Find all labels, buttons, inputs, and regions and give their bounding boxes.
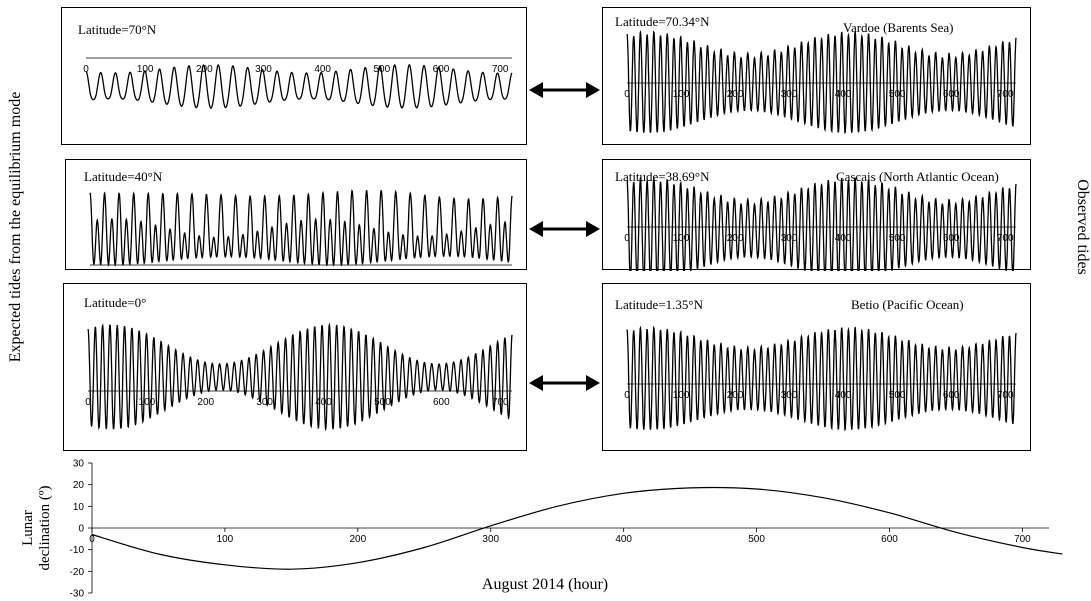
tide-series-line: [626, 176, 1017, 271]
x-tick-label: 600: [881, 534, 898, 545]
x-tick-label: 600: [433, 64, 450, 75]
x-tick-label: 0: [624, 89, 630, 100]
double-arrow-icon: [529, 375, 600, 391]
x-tick-label: 400: [314, 64, 331, 75]
x-tick-label: 300: [482, 534, 499, 545]
x-tick-label: 200: [727, 233, 744, 244]
x-tick-label: 200: [727, 89, 744, 100]
tide-plot-expected-0: 0 100 200 300 400 500 600 700: [85, 322, 513, 432]
panel-latitude-label: Latitude=70°N: [78, 22, 157, 37]
x-tick-label: 400: [315, 397, 332, 408]
x-tick-label: 0: [624, 233, 630, 244]
tide-series-line: [626, 29, 1017, 135]
panel-latitude-label: Latitude=1.35°N: [615, 297, 703, 312]
tide-series-line: [89, 189, 513, 267]
y-tick-label: -30: [70, 589, 85, 600]
double-arrow-icon: [529, 221, 600, 237]
panel-station-label: Betio (Pacific Ocean): [851, 297, 964, 312]
panel-latitude-label: Latitude=38.69°N: [615, 169, 710, 184]
tide-plot-observed-1n: 0 100 200 300 400 500 600 700: [624, 325, 1017, 432]
panel-latitude-label: Latitude=0°: [84, 295, 147, 310]
panel-latitude-label: Latitude=70.34°N: [615, 14, 710, 29]
right-axis-label: Observed tides: [1074, 179, 1091, 275]
x-tick-label: 200: [197, 397, 214, 408]
panel-station-label: Cascais (North Atlantic Ocean): [836, 169, 999, 184]
panel-observed-1n: 0 100 200 300 400 500 600 700 Latitude=1.35°N B…: [602, 283, 1031, 451]
panel-latitude-label: Latitude=40°N: [84, 169, 163, 184]
x-tick-label: 300: [781, 89, 798, 100]
x-tick-label: 0: [624, 390, 630, 401]
x-tick-label: 100: [673, 390, 690, 401]
x-tick-label: 200: [349, 534, 366, 545]
x-tick-label: 0: [85, 397, 91, 408]
x-tick-label: 200: [727, 390, 744, 401]
x-tick-label: 700: [1014, 534, 1031, 545]
double-arrow-icon: [529, 82, 600, 98]
x-axis-title: August 2014 (hour): [482, 576, 608, 593]
panel-expected-0: 0 100 200 300 400 500 600 700 Latitude=0°: [63, 283, 527, 451]
x-tick-label: 300: [255, 64, 272, 75]
panel-expected-70n: 0 100 200 300 400 500 600 700 Latitude=70°N: [61, 7, 527, 145]
x-tick-label: 0: [83, 64, 89, 75]
x-tick-label: 500: [374, 397, 391, 408]
panel-station-label: Vardoe (Barents Sea): [843, 20, 954, 35]
x-tick-label: 100: [673, 233, 690, 244]
y-tick-label: 30: [73, 459, 85, 470]
tide-plot-observed-70n: 0 100 200 300 400 500 600 700: [624, 29, 1017, 135]
x-tick-label: 100: [217, 534, 234, 545]
tide-series-line: [626, 325, 1017, 432]
x-tick-label: 0: [89, 534, 95, 545]
tide-series-line: [87, 322, 513, 432]
y-tick-label: -20: [70, 567, 85, 578]
x-tick-label: 100: [137, 64, 154, 75]
y-tick-label: 10: [73, 502, 85, 513]
x-tick-label: 100: [139, 397, 156, 408]
x-tick-label: 300: [781, 390, 798, 401]
left-axis-label: Expected tides from the equilibrium mode: [7, 91, 24, 363]
tide-plot-expected-70n: 0 100 200 300 400 500 600 700: [83, 57, 513, 109]
x-tick-label: 400: [615, 534, 632, 545]
x-tick-label: 600: [433, 397, 450, 408]
y-tick-label: -10: [70, 545, 85, 556]
panel-observed-70n: 0 100 200 300 400 500 600 700 Latitude=70.34°N …: [602, 7, 1031, 145]
x-tick-label: 100: [673, 89, 690, 100]
x-tick-label: 500: [373, 64, 390, 75]
x-tick-label: 700: [997, 233, 1014, 244]
y-tick-label: 20: [73, 480, 85, 491]
declination-series-line: [91, 486, 1063, 570]
y-tick-label: 0: [78, 524, 84, 535]
tide-series-line: [85, 63, 513, 109]
x-tick-label: 300: [256, 397, 273, 408]
y-axis-title: Lunardeclination (º): [20, 485, 53, 570]
x-tick-label: 500: [748, 534, 765, 545]
x-tick-label: 700: [492, 64, 509, 75]
panel-observed-38n: 0 100 200 300 400 500 600 700 Latitude=38.69°N …: [602, 159, 1031, 271]
tide-plot-observed-38n: 0 100 200 300 400 500 600 700: [624, 176, 1017, 271]
x-tick-label: 300: [781, 233, 798, 244]
